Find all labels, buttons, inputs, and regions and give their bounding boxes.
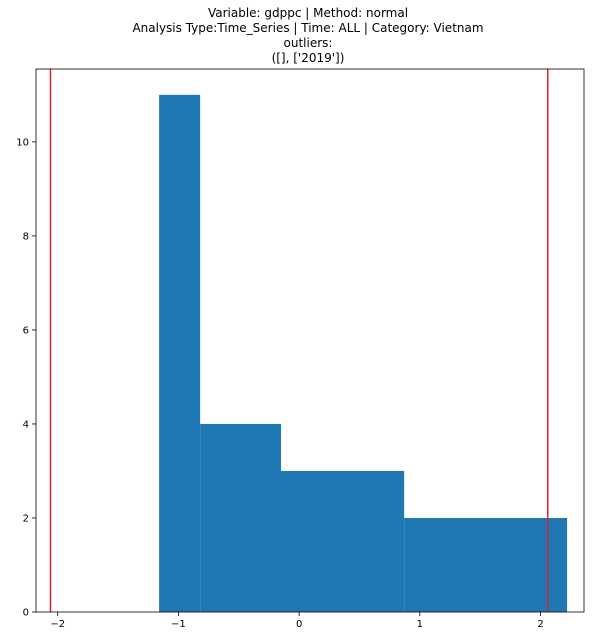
histogram-bar-2 <box>200 423 282 612</box>
x-tick-label: 1 <box>417 619 423 630</box>
histogram-bars <box>159 94 568 613</box>
x-axis: −2 −1 0 1 2 <box>50 612 544 630</box>
y-tick-label: 10 <box>16 137 29 148</box>
x-tick-label: −1 <box>171 619 186 630</box>
plot-area-frame <box>35 68 585 613</box>
histogram-bar-4 <box>404 517 568 612</box>
y-tick-label: 4 <box>23 419 29 430</box>
x-tick-label: −2 <box>50 619 65 630</box>
chart-title: Variable: gdppc | Method: normal Analysi… <box>132 6 483 65</box>
histogram-bar-1 <box>159 94 201 613</box>
y-tick-label: 2 <box>23 513 29 524</box>
title-line-3: outliers: <box>284 36 333 50</box>
x-tick-label: 0 <box>296 619 302 630</box>
histogram-bar-3 <box>281 470 405 612</box>
y-tick-label: 6 <box>23 325 29 336</box>
y-axis: 0 2 4 6 8 10 <box>16 137 36 619</box>
y-tick-label: 8 <box>23 231 29 242</box>
title-line-4: ([], ['2019']) <box>272 51 345 65</box>
x-tick-label: 2 <box>537 619 543 630</box>
threshold-lines <box>49 69 549 612</box>
title-line-2: Analysis Type:Time_Series | Time: ALL | … <box>132 21 483 35</box>
title-line-1: Variable: gdppc | Method: normal <box>208 6 408 20</box>
y-tick-label: 0 <box>23 608 29 619</box>
